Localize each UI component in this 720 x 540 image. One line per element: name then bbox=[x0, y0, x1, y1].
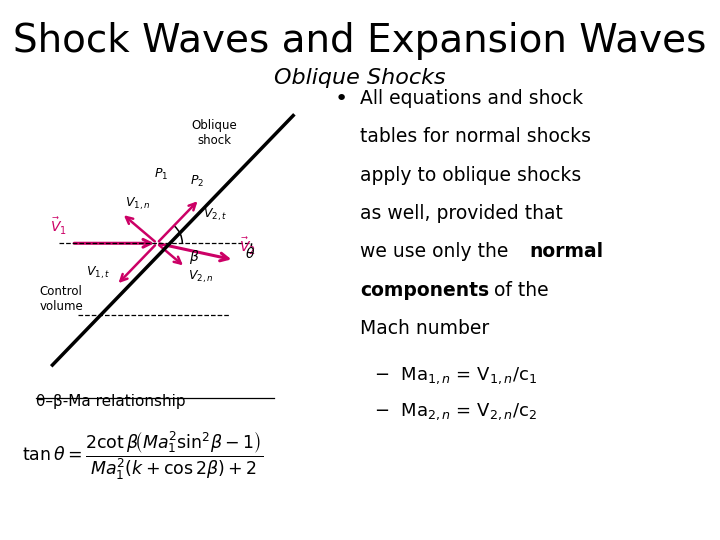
Text: tables for normal shocks: tables for normal shocks bbox=[360, 127, 591, 146]
Text: Mach number: Mach number bbox=[360, 319, 490, 338]
Text: $V_{2,t}$: $V_{2,t}$ bbox=[202, 207, 227, 223]
Text: apply to oblique shocks: apply to oblique shocks bbox=[360, 166, 581, 185]
Text: components: components bbox=[360, 281, 489, 300]
Text: $\mathrm{tan}\,\theta = \dfrac{2\cot\beta\!\left(Ma_1^2\sin^2\!\beta - 1\right)}: $\mathrm{tan}\,\theta = \dfrac{2\cot\bet… bbox=[22, 429, 263, 482]
Text: θ–β-Ma relationship: θ–β-Ma relationship bbox=[36, 394, 186, 409]
Text: $\beta$: $\beta$ bbox=[189, 248, 199, 266]
Text: $P_2$: $P_2$ bbox=[190, 174, 204, 190]
Text: $-$  Ma$_{2,n}$ = V$_{2,n}$/c$_2$: $-$ Ma$_{2,n}$ = V$_{2,n}$/c$_2$ bbox=[374, 402, 538, 422]
Text: All equations and shock: All equations and shock bbox=[360, 89, 583, 108]
Text: Oblique Shocks: Oblique Shocks bbox=[274, 68, 446, 87]
Text: $P_1$: $P_1$ bbox=[154, 167, 168, 182]
Text: Oblique
shock: Oblique shock bbox=[191, 118, 237, 146]
Text: we use only the: we use only the bbox=[360, 242, 514, 261]
Text: Control
volume: Control volume bbox=[40, 285, 84, 313]
Text: of the: of the bbox=[488, 281, 549, 300]
Text: $\theta$: $\theta$ bbox=[246, 246, 256, 261]
Text: $V_{1,n}$: $V_{1,n}$ bbox=[125, 195, 150, 212]
Text: normal: normal bbox=[529, 242, 603, 261]
Text: $-$  Ma$_{1,n}$ = V$_{1,n}$/c$_1$: $-$ Ma$_{1,n}$ = V$_{1,n}$/c$_1$ bbox=[374, 365, 538, 386]
Text: $V_{2,n}$: $V_{2,n}$ bbox=[189, 269, 214, 285]
Text: •: • bbox=[335, 89, 348, 109]
Text: Shock Waves and Expansion Waves: Shock Waves and Expansion Waves bbox=[13, 22, 707, 59]
Text: $\vec{V}_2$: $\vec{V}_2$ bbox=[239, 236, 256, 257]
Text: $V_{1,t}$: $V_{1,t}$ bbox=[86, 264, 110, 281]
Text: $\vec{V}_1$: $\vec{V}_1$ bbox=[50, 217, 67, 237]
Text: as well, provided that: as well, provided that bbox=[360, 204, 563, 223]
